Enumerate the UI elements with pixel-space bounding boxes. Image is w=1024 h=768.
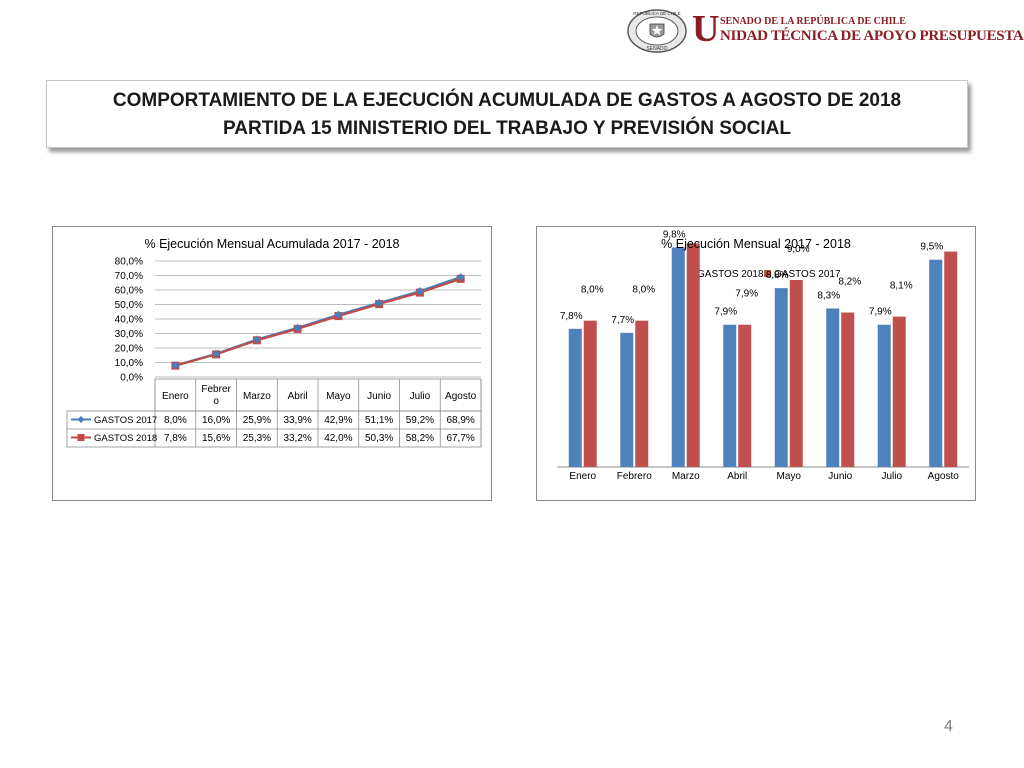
cumulative-line-chart: 0,0% 10,0% 20,0% 30,0% 40,0% 50,0% 60,0% 70,0% 8… [53,227,491,500]
bar [635,321,648,467]
bar-chart-title: % Ejecución Mensual 2017 - 2018 [537,237,975,251]
table-value-cell: 15,6% [202,433,230,444]
x-category-label-line1: Febrer [201,384,231,395]
bar-value-label: 7,9% [714,307,737,318]
table-value-cell: 51,1% [365,415,393,426]
x-category-label: Junio [367,391,391,402]
logo-line-senado: SENADO DE LA REPÚBLICA DE CHILE [720,16,906,27]
x-category-label: Enero [162,391,189,402]
bar-value-label: 7,9% [869,307,892,318]
bar [929,260,942,467]
y-tick-label: 50,0% [115,300,143,311]
bar-value-label: 8,0% [581,285,604,296]
legend-diamond-marker [78,416,85,423]
table-value-cell: 50,3% [365,433,393,444]
bar-value-label: 8,1% [890,281,913,292]
bar-value-label: 7,8% [560,311,583,322]
x-category-label: Junio [828,471,852,482]
y-tick-label: 80,0% [115,257,143,268]
bar-value-label: 8,8% [766,270,789,281]
y-tick-label: 30,0% [115,329,143,340]
seal-text-bottom: SENADO [646,46,667,52]
bar-value-label: 8,2% [838,277,861,288]
x-category-label: Marzo [243,391,271,402]
slide-title-box: COMPORTAMIENTO DE LA EJECUCIÓN ACUMULADA… [46,80,968,148]
bar [569,329,582,467]
legend-square-marker [78,434,85,441]
slide-title-line1: COMPORTAMIENTO DE LA EJECUCIÓN ACUMULADA… [47,87,967,115]
y-tick-label: 60,0% [115,286,143,297]
table-value-cell: 25,3% [243,433,271,444]
x-category-label-line2: o [213,396,219,407]
x-category-label: Febrero [617,471,652,482]
table-value-cell: 25,9% [243,415,271,426]
table-value-cell: 68,9% [446,415,474,426]
bar [878,325,891,467]
table-value-cell: 33,9% [283,415,311,426]
logo-line-unidad: NIDAD TÉCNICA DE APOYO PRESUPUESTARIO [720,28,1024,45]
senado-logo: REPÚBLICA DE CHILE SENADO U SENADO DE LA… [626,8,1018,54]
y-tick-label: 70,0% [115,271,143,282]
y-tick-label: 40,0% [115,315,143,326]
seal-text-top: REPÚBLICA DE CHILE [633,10,680,16]
bar [841,313,854,467]
x-category-label: Abril [727,471,747,482]
legend-series-name: GASTOS 2018 [94,433,157,444]
bar-value-label: 7,9% [735,289,758,300]
x-category-label: Julio [881,471,902,482]
table-value-cell: 8,0% [164,415,187,426]
bar [826,308,839,467]
legend-series-name: GASTOS 2017 [94,415,157,426]
table-value-cell: 7,8% [164,433,187,444]
x-category-label: Agosto [445,391,477,402]
x-category-label: Marzo [672,471,700,482]
x-category-label: Mayo [326,391,351,402]
x-category-label: Julio [410,391,431,402]
y-tick-label: 10,0% [115,358,143,369]
y-tick-label: 0,0% [120,373,143,384]
page-number: 4 [944,718,953,736]
y-tick-label: 20,0% [115,344,143,355]
bar [672,247,685,467]
bar [584,321,597,467]
table-value-cell: 33,2% [283,433,311,444]
bar [775,288,788,467]
x-category-label: Enero [569,471,596,482]
table-value-cell: 42,9% [324,415,352,426]
table-value-cell: 58,2% [406,433,434,444]
bar [790,280,803,467]
logo-initial: U [692,6,719,52]
bar-value-label: 7,7% [611,315,634,326]
bar [620,333,633,467]
bar-value-label: 8,3% [817,290,840,301]
x-category-label: Abril [288,391,308,402]
table-value-cell: 42,0% [324,433,352,444]
table-value-cell: 59,2% [406,415,434,426]
cumulative-line-chart-panel: % Ejecución Mensual Acumulada 2017 - 201… [52,226,492,501]
table-value-cell: 16,0% [202,415,230,426]
bar [944,252,957,467]
table-value-cell: 67,7% [446,433,474,444]
x-category-label: Agosto [928,471,960,482]
bar-value-label: 8,0% [632,285,655,296]
legend-series-name: GASTOS 2018 [697,269,764,280]
senado-seal-icon: REPÚBLICA DE CHILE SENADO [626,8,688,54]
bar [738,325,751,467]
bar [893,317,906,467]
monthly-bar-chart: GASTOS 2018 GASTOS 2017 Enero 7,8% 8,0% Febre… [537,227,975,500]
line-chart-title: % Ejecución Mensual Acumulada 2017 - 201… [53,237,491,251]
x-category-label: Mayo [777,471,802,482]
slide-title-line2: PARTIDA 15 MINISTERIO DEL TRABAJO Y PREV… [47,115,967,143]
monthly-bar-chart-panel: % Ejecución Mensual 2017 - 2018 GASTOS 2… [536,226,976,501]
bar [723,325,736,467]
bar [687,243,700,467]
